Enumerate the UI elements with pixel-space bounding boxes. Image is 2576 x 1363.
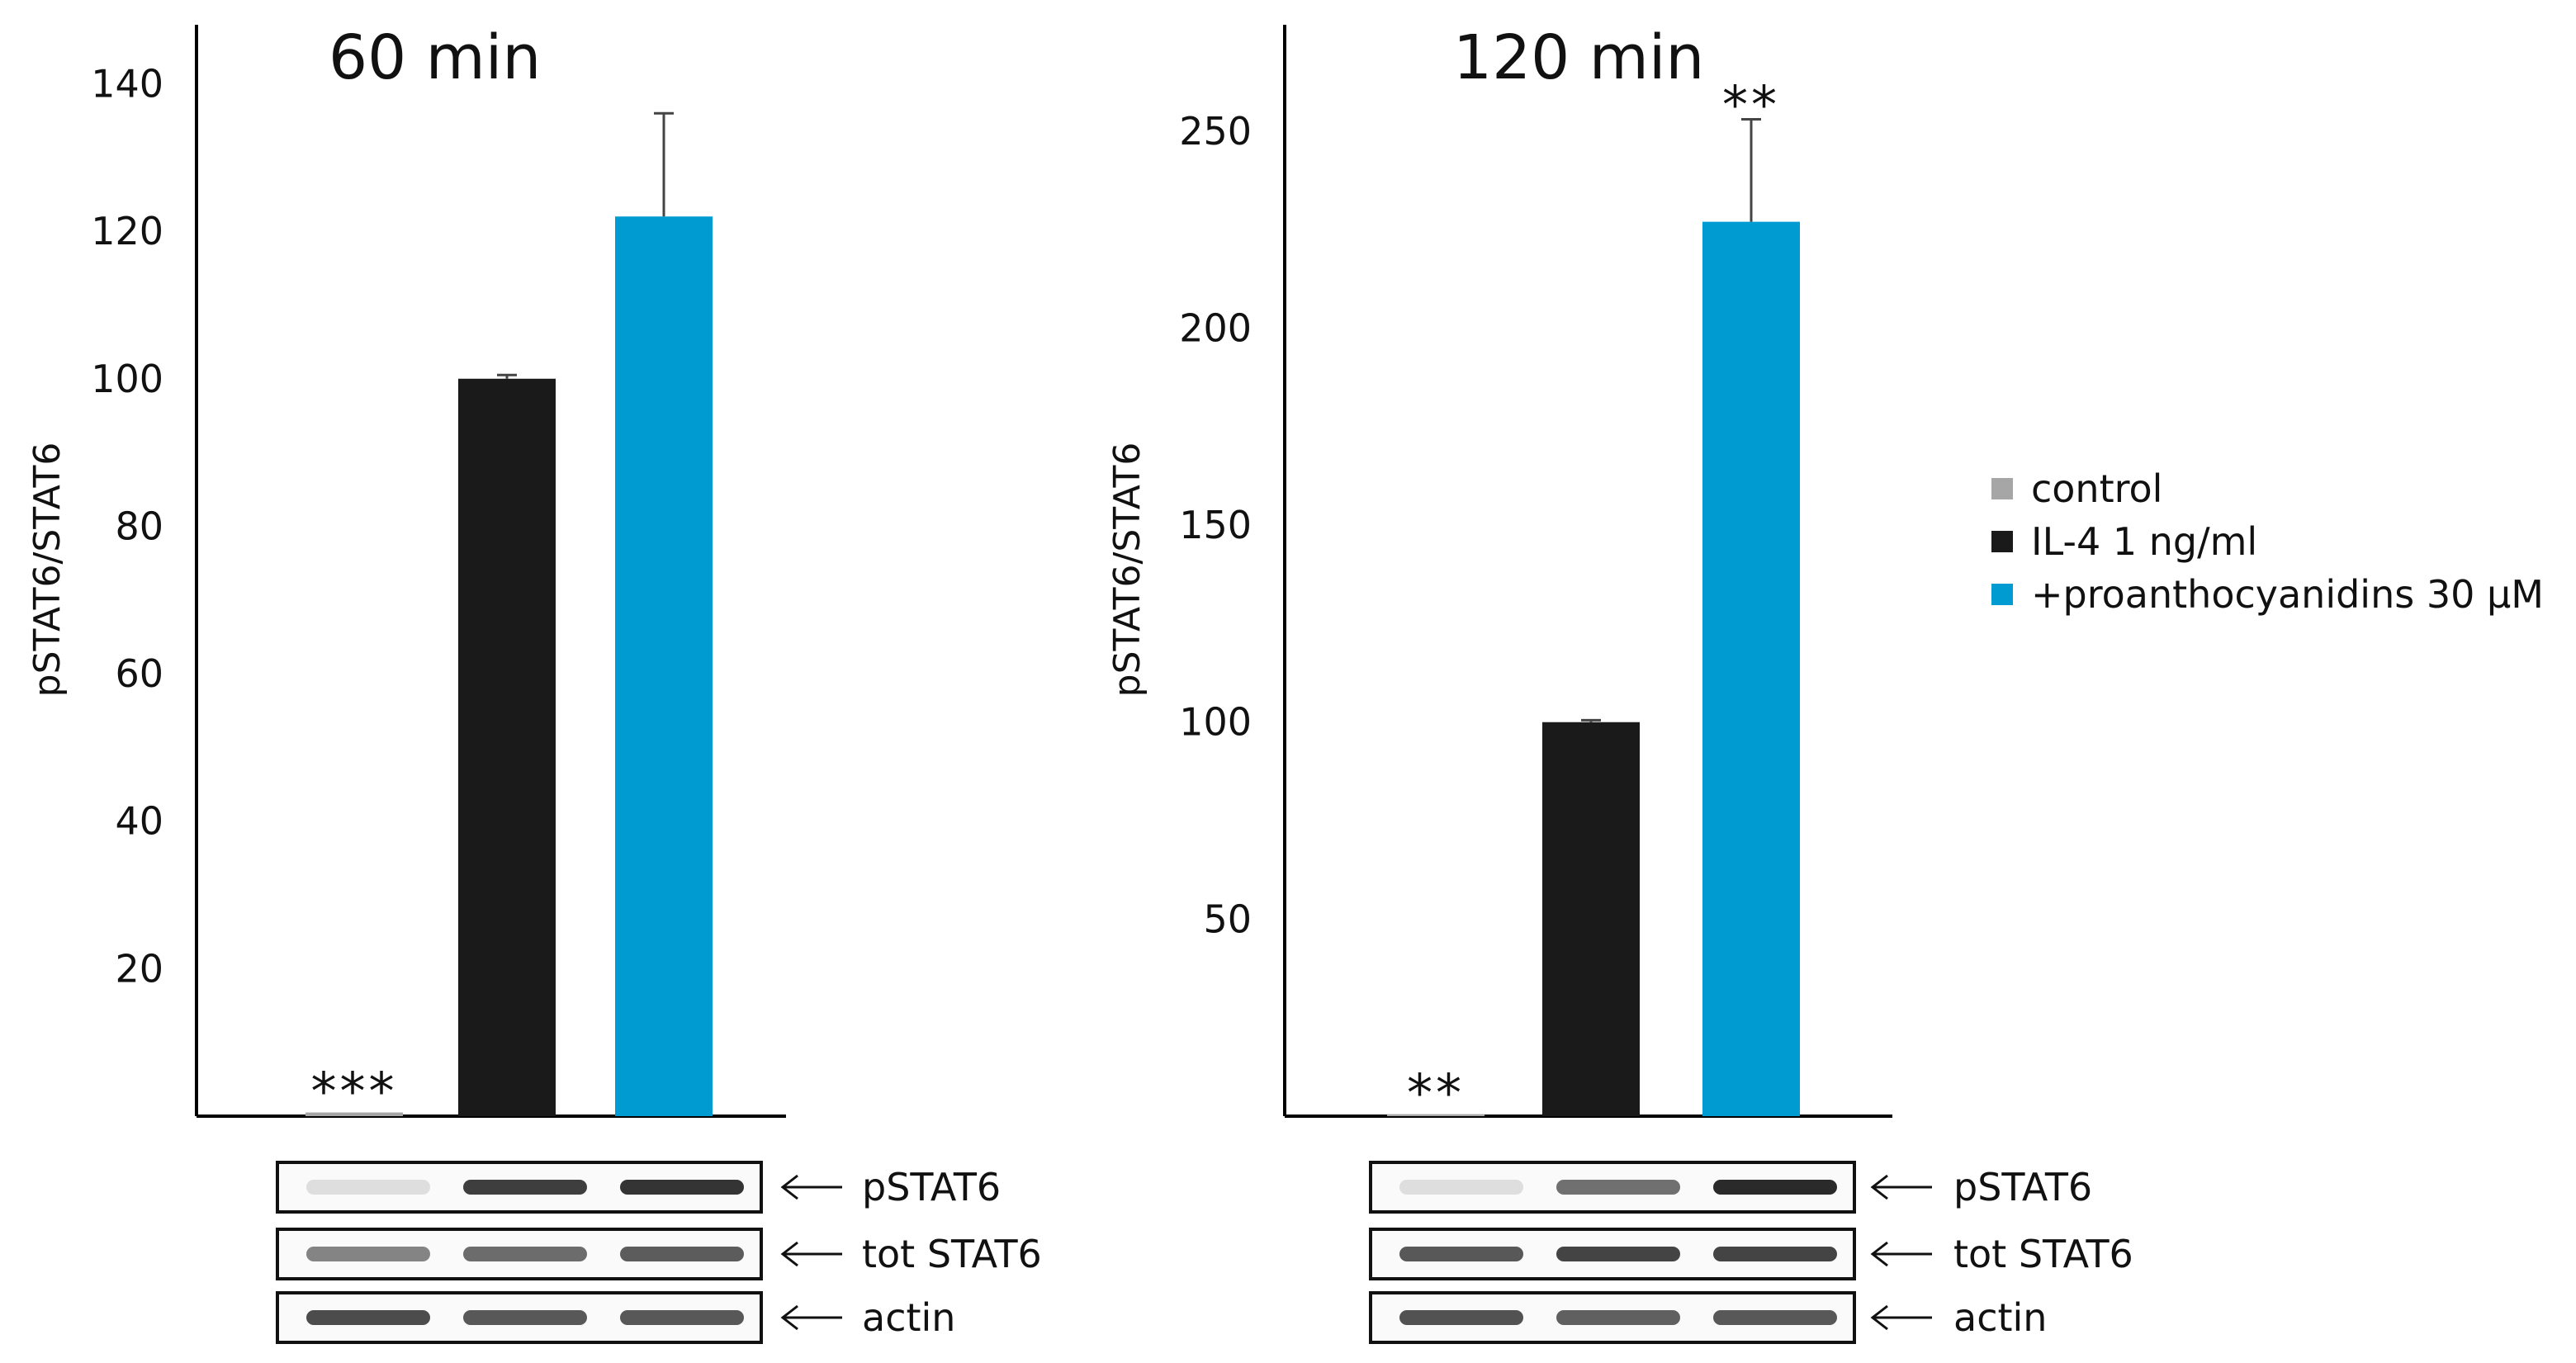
legend-swatch-il4 xyxy=(1991,531,2013,552)
bar-il4 xyxy=(1542,722,1640,1116)
legend-item-il4: IL-4 1 ng/ml xyxy=(1991,515,2544,568)
blot-band xyxy=(463,1180,587,1195)
blot-band xyxy=(463,1310,587,1325)
bar-pac xyxy=(1702,221,1800,1116)
y-tick-label: 40 xyxy=(115,799,163,844)
chart-title: 60 min xyxy=(329,22,541,93)
blot-band xyxy=(1556,1180,1680,1195)
y-axis-label: pSTAT6/STAT6 xyxy=(1106,443,1148,698)
blot-band xyxy=(463,1247,587,1261)
y-tick-label: 200 xyxy=(1179,305,1252,350)
y-tick-label: 50 xyxy=(1203,897,1252,941)
legend-swatch-proanthocyanidins xyxy=(1991,584,2013,605)
blot-band xyxy=(1399,1310,1523,1325)
blot-band xyxy=(1399,1247,1523,1261)
blot-label: pSTAT6 xyxy=(1953,1165,2092,1209)
y-axis-label: pSTAT6/STAT6 xyxy=(26,443,69,698)
blot-arrow-head xyxy=(1870,1174,1888,1200)
significance-label: ** xyxy=(1407,1063,1465,1124)
y-tick-label: 20 xyxy=(115,946,163,991)
y-tick-label: 140 xyxy=(91,61,163,106)
y-tick-label: 60 xyxy=(115,651,163,696)
y-tick-label: 100 xyxy=(1179,700,1252,745)
blot-arrow-head xyxy=(780,1241,798,1267)
legend-label-il4: IL-4 1 ng/ml xyxy=(2031,519,2258,564)
legend-item-control: control xyxy=(1991,462,2544,515)
blot-label: tot STAT6 xyxy=(1953,1232,2133,1276)
blot-band xyxy=(620,1310,744,1325)
chart-panel-2: 50 100 150 200 250 pSTAT6/STAT6 120 min ** ** pST… xyxy=(1106,22,2133,1344)
blot-label: actin xyxy=(1953,1295,2047,1340)
y-tick-label: 120 xyxy=(91,209,163,253)
blot-arrow-head xyxy=(780,1174,798,1200)
y-tick-label: 80 xyxy=(115,504,163,548)
legend-label-control: control xyxy=(2031,466,2163,511)
chart-panel-1: 20 40 60 80 100 120 140 pSTAT6/STAT6 60 min *** pS… xyxy=(26,22,1042,1344)
y-tick-label: 250 xyxy=(1179,109,1252,154)
bar-il4 xyxy=(458,378,556,1117)
blot-band xyxy=(1713,1310,1837,1325)
blot-arrow-head xyxy=(780,1304,798,1331)
blot-band xyxy=(306,1247,430,1261)
blot-band xyxy=(1556,1310,1680,1325)
legend-item-proanthocyanidins: +proanthocyanidins 30 µM xyxy=(1991,568,2544,621)
significance-label: *** xyxy=(311,1062,398,1122)
blot-arrow-head xyxy=(1870,1304,1888,1331)
chart-title: 120 min xyxy=(1453,22,1704,93)
legend: control IL-4 1 ng/ml +proanthocyanidins … xyxy=(1991,462,2544,621)
blot-label: pSTAT6 xyxy=(862,1165,1001,1209)
blot-band xyxy=(620,1180,744,1195)
bar-control xyxy=(1387,1114,1485,1116)
y-tick-label: 100 xyxy=(91,357,163,401)
blot-label: actin xyxy=(862,1295,955,1340)
blot-label: tot STAT6 xyxy=(862,1232,1042,1276)
blot-band xyxy=(1556,1247,1680,1261)
blot-band xyxy=(306,1180,430,1195)
blot-band xyxy=(1713,1247,1837,1261)
blot-band xyxy=(306,1310,430,1325)
legend-swatch-control xyxy=(1991,478,2013,499)
blot-arrow-head xyxy=(1870,1241,1888,1267)
blot-band xyxy=(620,1247,744,1261)
bar-pac xyxy=(615,216,713,1116)
legend-label-proanthocyanidins: +proanthocyanidins 30 µM xyxy=(2031,572,2544,617)
y-tick-label: 150 xyxy=(1179,503,1252,547)
blot-band xyxy=(1713,1180,1837,1195)
blot-band xyxy=(1399,1180,1523,1195)
significance-label: ** xyxy=(1722,75,1780,135)
bar-control xyxy=(305,1112,403,1116)
